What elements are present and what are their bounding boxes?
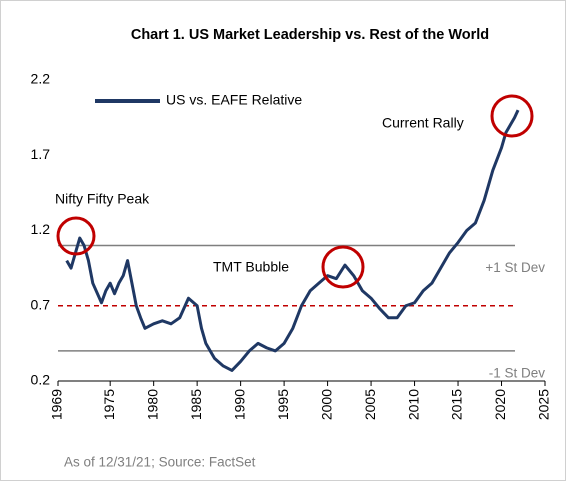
data-line [65,109,520,372]
highlight-circle [321,245,365,289]
y-tick-label: 1.7 [31,146,51,162]
highlight-circle [56,216,96,256]
annotation: Current Rally [382,115,464,131]
x-tick-label: 2020 [492,389,508,420]
x-tick-label: 1975 [101,389,117,420]
reference-label: -1 St Dev [489,365,546,380]
legend-label: US vs. EAFE Relative [166,92,302,108]
x-tick-label: 1990 [231,389,247,420]
x-tick-label: 2015 [449,389,465,420]
y-tick-label: 2.2 [31,71,51,87]
y-tick-label: 1.2 [31,221,51,237]
annotation: Nifty Fifty Peak [55,191,150,207]
x-tick-label: 1995 [275,389,291,420]
x-tick-label: 1985 [188,389,204,420]
annotation: TMT Bubble [213,259,289,275]
highlight-circle [490,94,534,138]
source-note: As of 12/31/21; Source: FactSet [64,455,256,470]
x-tick-label: 2025 [536,389,552,420]
y-tick-label: 0.7 [31,296,51,312]
x-tick-label: 1980 [144,389,160,420]
reference-label: +1 St Dev [485,260,545,275]
chart-title: Chart 1. US Market Leadership vs. Rest o… [131,27,489,43]
x-tick-label: 1969 [49,389,65,420]
y-tick-label: 0.2 [31,372,51,388]
x-tick-label: 2010 [405,389,421,420]
x-tick-label: 2000 [318,389,334,420]
x-tick-label: 2005 [362,389,378,420]
